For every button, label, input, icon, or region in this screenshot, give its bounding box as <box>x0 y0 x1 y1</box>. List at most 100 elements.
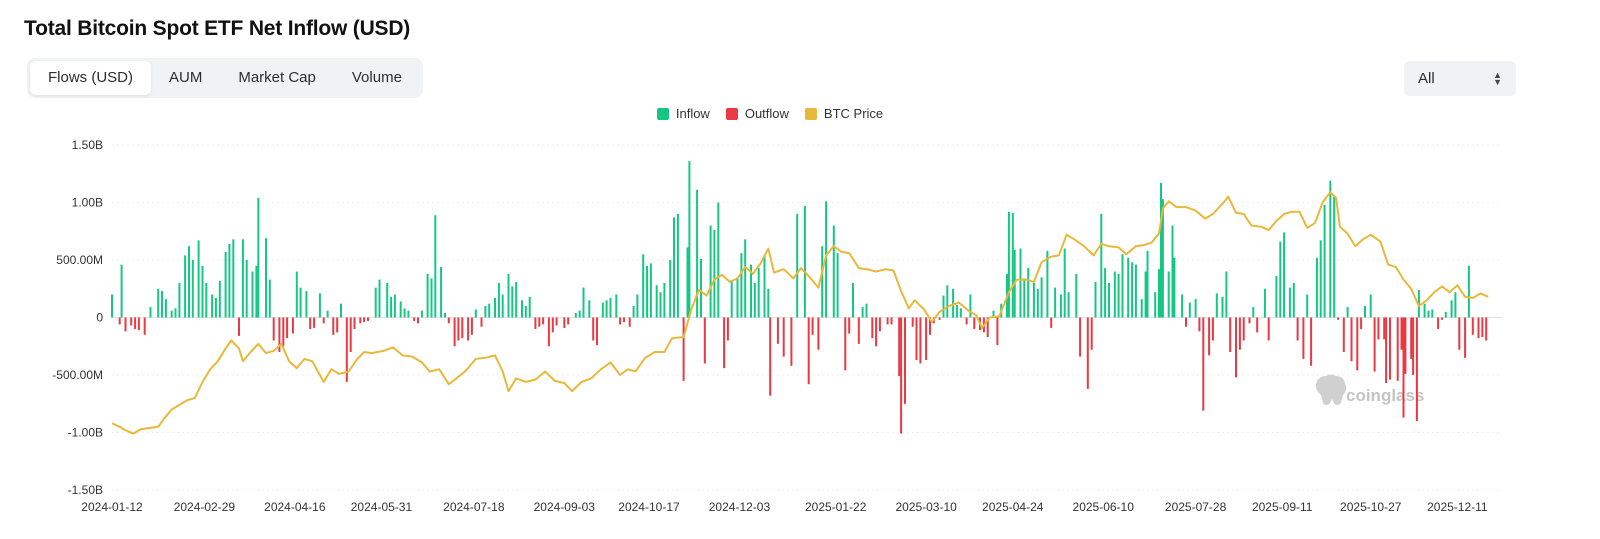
inflow-bar[interactable] <box>821 246 824 318</box>
outflow-bar[interactable] <box>470 317 473 335</box>
outflow-bar[interactable] <box>898 317 901 377</box>
outflow-bar[interactable] <box>929 317 931 335</box>
outflow-bar[interactable] <box>363 317 366 323</box>
inflow-bar[interactable] <box>1131 262 1134 318</box>
inflow-bar[interactable] <box>730 280 733 318</box>
outflow-bar[interactable] <box>848 317 851 334</box>
outflow-bar[interactable] <box>623 317 625 323</box>
inflow-bar[interactable] <box>430 278 433 318</box>
inflow-bar[interactable] <box>574 312 577 318</box>
outflow-bar[interactable] <box>534 317 537 330</box>
outflow-bar[interactable] <box>628 317 631 327</box>
inflow-bar[interactable] <box>420 310 423 318</box>
outflow-bar[interactable] <box>118 317 121 325</box>
inflow-bar[interactable] <box>1059 294 1062 318</box>
inflow-bar[interactable] <box>184 255 187 318</box>
outflow-bar[interactable] <box>811 317 814 335</box>
inflow-bar[interactable] <box>1027 268 1030 318</box>
outflow-bar[interactable] <box>1389 317 1391 380</box>
inflow-bar[interactable] <box>615 294 618 318</box>
inflow-bar[interactable] <box>1369 294 1372 318</box>
inflow-bar[interactable] <box>265 238 267 318</box>
inflow-bar[interactable] <box>1283 232 1286 318</box>
outflow-bar[interactable] <box>567 317 570 325</box>
outflow-bar[interactable] <box>1458 317 1461 350</box>
outflow-bar[interactable] <box>349 317 352 353</box>
inflow-bar[interactable] <box>494 298 496 318</box>
outflow-bar[interactable] <box>555 317 558 326</box>
inflow-bar[interactable] <box>1036 288 1039 318</box>
inflow-bar[interactable] <box>836 253 839 318</box>
outflow-bar[interactable] <box>1079 317 1082 357</box>
outflow-bar[interactable] <box>1437 317 1440 330</box>
range-select[interactable]: All ▲ ▼ <box>1404 61 1516 96</box>
outflow-bar[interactable] <box>1410 317 1413 359</box>
inflow-bar[interactable] <box>609 298 612 318</box>
inflow-bar[interactable] <box>1075 273 1078 318</box>
inflow-bar[interactable] <box>763 255 766 318</box>
inflow-bar[interactable] <box>649 263 652 318</box>
outflow-bar[interactable] <box>592 317 595 341</box>
inflow-bar[interactable] <box>1167 271 1170 318</box>
inflow-bar[interactable] <box>386 283 389 318</box>
inflow-bar[interactable] <box>1288 287 1291 318</box>
inflow-bar[interactable] <box>1117 273 1120 318</box>
inflow-bar[interactable] <box>157 288 160 318</box>
outflow-bar[interactable] <box>1385 317 1388 384</box>
inflow-bar[interactable] <box>399 301 402 318</box>
inflow-bar[interactable] <box>1215 293 1218 318</box>
outflow-bar[interactable] <box>1377 317 1380 340</box>
outflow-bar[interactable] <box>272 317 275 341</box>
inflow-bar[interactable] <box>636 294 639 318</box>
inflow-bar[interactable] <box>1467 265 1470 318</box>
outflow-bar[interactable] <box>457 317 460 341</box>
inflow-bar[interactable] <box>955 304 958 318</box>
outflow-bar[interactable] <box>1310 317 1313 366</box>
outflow-bar[interactable] <box>332 317 335 335</box>
inflow-bar[interactable] <box>767 288 770 318</box>
outflow-bar[interactable] <box>904 317 906 404</box>
outflow-bar[interactable] <box>286 317 289 339</box>
inflow-bar[interactable] <box>605 300 608 318</box>
inflow-bar[interactable] <box>434 215 437 318</box>
legend-item-inflow[interactable]: Inflow <box>656 106 710 121</box>
inflow-bar[interactable] <box>796 214 799 318</box>
outflow-bar[interactable] <box>1267 317 1270 341</box>
inflow-bar[interactable] <box>474 309 477 318</box>
inflow-bar[interactable] <box>1067 292 1070 318</box>
inflow-bar[interactable] <box>299 287 302 318</box>
inflow-bar[interactable] <box>1221 296 1224 318</box>
outflow-bar[interactable] <box>353 317 356 330</box>
outflow-bar[interactable] <box>911 317 914 327</box>
inflow-bar[interactable] <box>1315 257 1318 318</box>
outflow-bar[interactable] <box>1238 317 1241 350</box>
inflow-bar[interactable] <box>713 230 716 318</box>
inflow-bar[interactable] <box>1134 264 1137 318</box>
inflow-bar[interactable] <box>1032 283 1035 318</box>
inflow-bar[interactable] <box>1252 307 1255 318</box>
outflow-bar[interactable] <box>878 317 881 332</box>
outflow-bar[interactable] <box>345 317 348 382</box>
outflow-bar[interactable] <box>996 317 999 346</box>
inflow-bar[interactable] <box>1173 257 1176 318</box>
inflow-bar[interactable] <box>326 310 329 318</box>
inflow-bar[interactable] <box>188 246 190 318</box>
inflow-bar[interactable] <box>440 266 443 318</box>
outflow-bar[interactable] <box>1211 317 1214 341</box>
inflow-bar[interactable] <box>1225 271 1228 318</box>
outflow-bar[interactable] <box>238 317 240 336</box>
inflow-bar[interactable] <box>174 308 177 318</box>
outflow-bar[interactable] <box>453 317 456 347</box>
inflow-bar[interactable] <box>407 310 410 318</box>
inflow-bar[interactable] <box>852 283 854 318</box>
outflow-bar[interactable] <box>417 317 419 324</box>
outflow-bar[interactable] <box>413 317 416 322</box>
outflow-bar[interactable] <box>336 317 339 333</box>
outflow-bar[interactable] <box>1402 317 1405 418</box>
inflow-bar[interactable] <box>1160 182 1162 318</box>
outflow-bar[interactable] <box>367 317 369 322</box>
outflow-bar[interactable] <box>965 317 968 325</box>
inflow-bar[interactable] <box>403 308 406 318</box>
outflow-bar[interactable] <box>1373 317 1376 372</box>
